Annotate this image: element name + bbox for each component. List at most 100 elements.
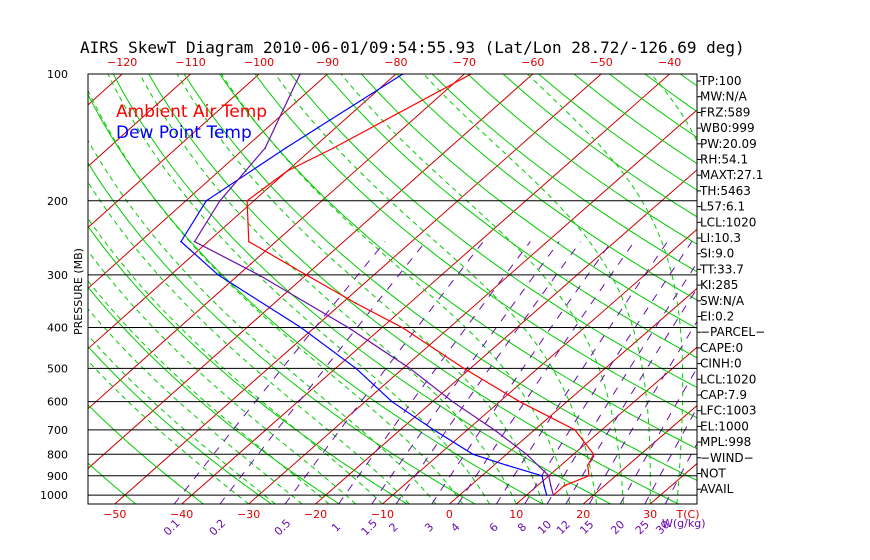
series-ambient-air-temp-point — [574, 429, 576, 431]
series-dew-point-temp-point — [205, 199, 208, 202]
top-temperature-tick-label: −50 — [590, 56, 613, 69]
series-dew-point-temp-line — [180, 74, 548, 496]
moist-adiabat-line — [88, 360, 249, 504]
pressure-tick-label: 700 — [47, 424, 68, 437]
mixing-ratio-line — [619, 367, 697, 504]
mixing-ratio-line — [495, 241, 668, 504]
series-ambient-air-temp-point — [332, 147, 335, 149]
mixing-ratio-line — [371, 241, 560, 504]
index-label: LCL:1020 — [700, 372, 756, 386]
index-label: CINH:0 — [700, 357, 742, 371]
top-temperature-tick-label: −100 — [244, 56, 274, 69]
moist-adiabat-line — [88, 89, 464, 504]
moist-adiabat-line — [139, 74, 517, 504]
top-temperature-tick-label: −90 — [316, 56, 339, 69]
mixing-ratio-line — [565, 287, 697, 504]
series-ambient-air-temp-point — [563, 484, 565, 487]
moist-adiabat-line — [274, 74, 598, 504]
axis-layer: −120 −110 −100 −90 −80 −70 −60 −50 −40−50 −40 −30−… — [103, 56, 705, 538]
legend: Ambient Air Temp Dew Point Temp — [116, 102, 267, 143]
pressure-tick-label: 300 — [47, 269, 68, 282]
isotherm-line — [315, 169, 697, 504]
isotherm-line — [88, 74, 534, 470]
series-ambient-air-temp-point — [305, 274, 308, 276]
mixing-ratio-tick-label: 8 — [515, 520, 529, 534]
moist-adiabat-line — [88, 139, 437, 504]
mixing-ratio-tick-label: 0.5 — [272, 517, 294, 539]
series-parcel-point — [257, 274, 260, 276]
series-dew-point-temp-point — [472, 453, 474, 456]
mixing-ratio-line — [546, 262, 697, 504]
series-dew-point-temp-point — [541, 475, 543, 477]
dry-adiabat-line — [290, 74, 697, 389]
top-temperature-tick-label: −110 — [176, 56, 206, 69]
index-label: −WIND− — [700, 451, 754, 465]
series-parcel-point — [549, 484, 552, 487]
isotherm-line — [88, 74, 397, 350]
index-label: WB0:999 — [700, 121, 755, 135]
mixing-ratio-tick-label: 2 — [387, 520, 401, 534]
index-label: L57:6.1 — [700, 200, 745, 214]
mixing-ratio-tick-label: 20 — [608, 518, 627, 537]
series-parcel-point — [547, 475, 550, 477]
pressure-tick-label: 500 — [47, 362, 68, 375]
mixing-ratio-line — [588, 320, 697, 504]
dry-adiabat-line — [396, 74, 697, 301]
index-label: RH:54.1 — [700, 153, 748, 167]
series-dew-point-temp-point — [391, 400, 393, 403]
pressure-tick-label: 1000 — [40, 489, 68, 502]
series-parcel-point — [408, 367, 411, 370]
mixing-ratio-line — [524, 241, 693, 504]
isotherm-line — [114, 74, 602, 504]
moist-adiabat-line — [423, 74, 651, 504]
pressure-tick-label: 100 — [47, 68, 68, 81]
top-temperature-tick-label: −70 — [453, 56, 476, 69]
index-label: LCL:1020 — [700, 215, 756, 229]
series-ambient-air-temp-point — [592, 453, 595, 456]
index-label: TT:33.7 — [699, 262, 744, 276]
isotherm-line — [449, 287, 697, 504]
moist-adiabat-line — [88, 217, 383, 504]
isotherm-line — [88, 74, 328, 290]
bottom-temperature-tick-label: −30 — [237, 508, 260, 521]
series-dew-point-temp-point — [355, 367, 357, 370]
index-label: SI:9.0 — [700, 247, 734, 261]
index-label: LI:10.3 — [700, 231, 741, 245]
moist-adiabat-line — [88, 250, 357, 504]
y-axis-label: PRESSURE (MB) — [72, 248, 85, 335]
isotherm-line — [0, 74, 54, 504]
series-dew-point-temp-point — [543, 484, 545, 487]
series-dew-point-temp-point — [545, 494, 548, 496]
dry-adiabat-line — [0, 74, 70, 506]
series-ambient-air-temp-point — [286, 170, 288, 172]
series-dew-point-temp-point — [506, 464, 508, 467]
series-parcel-point — [193, 240, 196, 243]
series-ambient-air-temp-line — [246, 74, 595, 496]
series-ambient-air-temp-point — [401, 326, 404, 329]
isotherm-line — [88, 74, 191, 168]
series-parcel-point — [493, 429, 496, 431]
isotherm-line — [582, 404, 697, 504]
isotherm-line — [88, 74, 260, 229]
temperature-unit-label: T(C) — [676, 508, 700, 521]
mixing-ratio-line — [338, 241, 531, 504]
mixing-ratio-line — [457, 241, 635, 504]
series-dew-point-temp-point — [217, 274, 219, 276]
top-temperature-tick-label: −120 — [107, 56, 137, 69]
index-label: MW:N/A — [700, 90, 748, 104]
isotherm-line — [851, 74, 870, 504]
bottom-temperature-tick-label: 0 — [446, 508, 453, 521]
index-label: TH:5463 — [699, 184, 751, 198]
moist-adiabat-line — [340, 74, 624, 504]
bottom-temperature-tick-label: −40 — [170, 508, 193, 521]
isotherm-line — [88, 74, 123, 106]
series-ambient-air-temp-point — [588, 475, 590, 477]
legend-dew-point-temp: Dew Point Temp — [116, 123, 252, 143]
pressure-tick-label: 600 — [47, 396, 68, 409]
series-ambient-air-temp-point — [462, 367, 465, 370]
top-temperature-tick-label: −40 — [658, 56, 681, 69]
mixing-ratio-line — [284, 241, 484, 504]
moist-adiabat-line — [88, 181, 410, 504]
isotherm-line — [88, 74, 465, 410]
index-label: TP:100 — [699, 74, 742, 88]
